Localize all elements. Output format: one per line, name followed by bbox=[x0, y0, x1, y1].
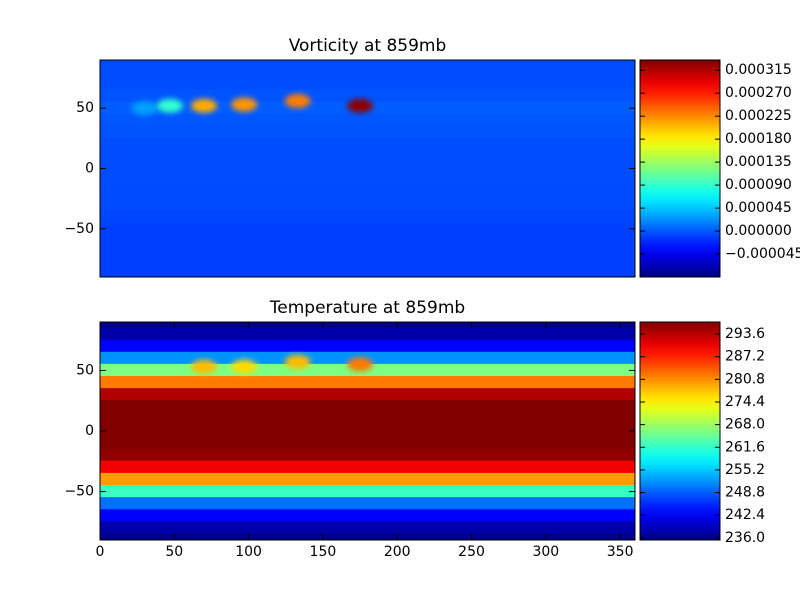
eddy bbox=[231, 359, 258, 374]
heat-band bbox=[100, 149, 635, 163]
eddy bbox=[347, 98, 374, 113]
cbar-tick-label: 0.000090 bbox=[725, 177, 792, 193]
heat-band bbox=[100, 436, 635, 450]
cbar-tick-label: 293.6 bbox=[725, 326, 765, 342]
cbar-tick-label: 0.000000 bbox=[725, 223, 792, 239]
heat-band bbox=[100, 388, 635, 402]
y-tick-label: 50 bbox=[76, 100, 94, 116]
x-tick-label: 200 bbox=[384, 544, 411, 560]
eddy bbox=[284, 354, 311, 369]
heat-band bbox=[100, 412, 635, 426]
eddy bbox=[231, 97, 258, 112]
y-tick-label: 0 bbox=[85, 161, 94, 177]
heat-band bbox=[100, 400, 635, 414]
heat-band bbox=[100, 234, 635, 248]
cbar-tick-label: 242.4 bbox=[725, 507, 765, 523]
heat-band bbox=[100, 186, 635, 200]
heat-band bbox=[100, 424, 635, 438]
cbar-tick-label: −0.000045 bbox=[725, 246, 800, 262]
heat-band bbox=[100, 322, 635, 329]
cbar-tick-label: 0.000225 bbox=[725, 108, 792, 124]
heat-band bbox=[100, 460, 635, 474]
heat-band bbox=[100, 472, 635, 486]
cbar-tick-label: 0.000315 bbox=[725, 62, 792, 78]
cbar-tick-label: 236.0 bbox=[725, 530, 765, 546]
eddy bbox=[156, 98, 183, 113]
x-tick-label: 100 bbox=[235, 544, 262, 560]
heat-band bbox=[100, 509, 635, 523]
eddy bbox=[191, 98, 218, 113]
heat-band bbox=[100, 210, 635, 224]
colorbar bbox=[639, 59, 721, 278]
heat-band bbox=[100, 327, 635, 341]
heat-band bbox=[100, 246, 635, 260]
heat-band bbox=[100, 65, 635, 79]
heatmap bbox=[100, 60, 635, 277]
y-tick-label: −50 bbox=[64, 221, 94, 237]
heat-band bbox=[100, 521, 635, 535]
cbar-tick-label: 0.000180 bbox=[725, 131, 792, 147]
eddy bbox=[131, 101, 158, 116]
x-tick-label: 300 bbox=[532, 544, 559, 560]
y-tick-label: 0 bbox=[85, 423, 94, 439]
heat-band bbox=[100, 89, 635, 103]
cbar-tick-label: 268.0 bbox=[725, 417, 765, 433]
y-tick-label: −50 bbox=[64, 484, 94, 500]
heat-band bbox=[100, 258, 635, 272]
heat-band bbox=[100, 222, 635, 236]
eddy bbox=[347, 357, 374, 372]
heat-band bbox=[100, 198, 635, 212]
heat-band bbox=[100, 485, 635, 499]
cbar-tick-label: 248.8 bbox=[725, 485, 765, 501]
heat-band bbox=[100, 270, 635, 277]
heat-band bbox=[100, 113, 635, 127]
x-tick-label: 0 bbox=[96, 544, 105, 560]
x-tick-label: 250 bbox=[458, 544, 485, 560]
eddy bbox=[284, 93, 311, 108]
heat-band bbox=[100, 161, 635, 176]
cbar-tick-label: 287.2 bbox=[725, 349, 765, 365]
x-tick-label: 350 bbox=[607, 544, 634, 560]
heat-band bbox=[100, 376, 635, 390]
x-tick-label: 150 bbox=[310, 544, 337, 560]
cbar-tick-label: 261.6 bbox=[725, 439, 765, 455]
heat-band bbox=[100, 125, 635, 139]
y-tick-label: 50 bbox=[76, 362, 94, 378]
heat-band bbox=[100, 448, 635, 462]
cbar-tick-label: 0.000045 bbox=[725, 200, 792, 216]
cbar-tick-label: 0.000135 bbox=[725, 154, 792, 170]
heat-band bbox=[100, 77, 635, 91]
x-tick-label: 50 bbox=[165, 544, 183, 560]
cbar-tick-label: 255.2 bbox=[725, 462, 765, 478]
cbar-tick-label: 274.4 bbox=[725, 394, 765, 410]
cbar-tick-label: 0.000270 bbox=[725, 85, 792, 101]
heat-band bbox=[100, 174, 635, 188]
heatmap bbox=[100, 322, 635, 540]
heat-band bbox=[100, 339, 635, 353]
heat-band bbox=[100, 351, 635, 365]
chart-title: Temperature at 859mb bbox=[269, 298, 465, 318]
colorbar bbox=[639, 321, 721, 541]
eddy bbox=[191, 359, 218, 374]
heat-band bbox=[100, 533, 635, 540]
cbar-tick-label: 280.8 bbox=[725, 371, 765, 387]
heat-band bbox=[100, 137, 635, 151]
heat-band bbox=[100, 60, 635, 67]
chart-title: Vorticity at 859mb bbox=[289, 36, 447, 56]
heat-band bbox=[100, 497, 635, 511]
